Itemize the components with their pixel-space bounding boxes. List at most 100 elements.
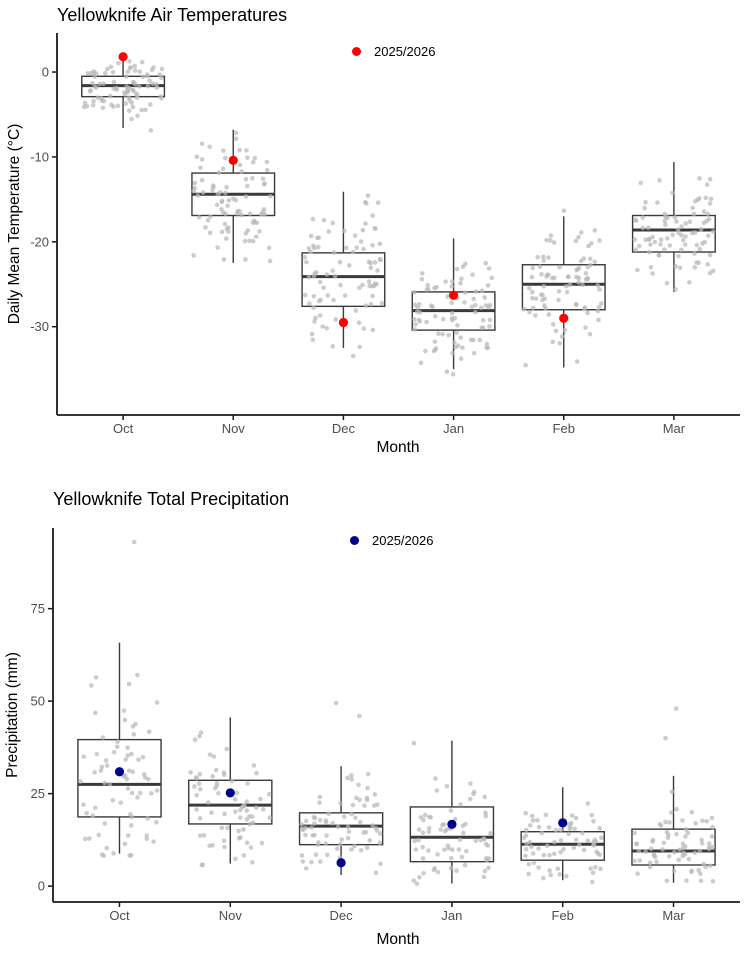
jitter-dot	[650, 839, 655, 844]
jitter-dot	[252, 155, 258, 161]
jitter-dot	[671, 868, 677, 874]
jitter-dot	[674, 806, 679, 812]
jitter-dot	[541, 254, 546, 260]
jitter-dot	[244, 817, 250, 822]
jitter-dot	[664, 236, 670, 241]
jitter-dot	[258, 796, 263, 802]
jitter-dot	[123, 101, 129, 106]
jitter-dot	[309, 825, 314, 830]
point-2025-2026-Feb	[558, 818, 568, 828]
jitter-dot	[242, 238, 248, 244]
jitter-dot	[590, 870, 596, 876]
jitter-dot	[357, 285, 362, 291]
jitter-dot	[128, 852, 134, 858]
jitter-dot	[198, 165, 203, 171]
point-2025-2026-Feb	[559, 313, 569, 323]
jitter-dot	[330, 344, 336, 349]
jitter-dot	[149, 791, 154, 796]
jitter-dot	[345, 824, 351, 830]
box-Feb	[521, 216, 606, 368]
jitter-dot	[562, 327, 568, 333]
jitter-dot	[478, 305, 484, 311]
jitter-dot	[125, 745, 130, 750]
jitter-dot	[457, 837, 463, 843]
jitter-dot	[482, 794, 488, 800]
jitter-dot	[454, 868, 459, 874]
jitter-dot	[488, 830, 493, 836]
jitter-dot	[306, 246, 312, 251]
jitter-dot	[370, 283, 375, 289]
jitter-dot	[597, 852, 602, 857]
jitter-dot	[540, 875, 546, 881]
precipitation-y-axis-title: Precipitation (mm)	[4, 652, 21, 778]
jitter-dot	[530, 305, 536, 311]
jitter-dot	[551, 240, 557, 245]
jitter-dot	[82, 836, 88, 842]
jitter-dot	[308, 249, 313, 255]
jitter-dot	[219, 206, 224, 212]
jitter-dot	[556, 289, 562, 294]
jitter-dot	[222, 190, 228, 196]
jitter-dot	[195, 193, 201, 198]
jitter-dot	[550, 339, 556, 345]
jitter-dot	[324, 272, 330, 277]
jitter-dot	[128, 65, 134, 70]
precipitation-legend: 2025/2026	[350, 533, 433, 548]
jitter-dot	[129, 814, 135, 820]
y-tick-label: 0	[38, 879, 45, 894]
jitter-dot	[207, 752, 213, 757]
jitter-dot	[553, 827, 559, 833]
jitter-dot	[222, 844, 227, 850]
jitter-dot	[412, 290, 417, 295]
jitter-dot	[302, 254, 307, 260]
jitter-dot	[104, 763, 110, 768]
jitter-dot	[662, 247, 667, 252]
jitter-dot	[661, 840, 667, 846]
jitter-dot	[264, 167, 270, 173]
jitter-dot	[364, 201, 369, 206]
jitter-dot	[685, 830, 691, 836]
jitter-dot	[558, 838, 564, 843]
jitter-dot	[91, 98, 96, 104]
jitter-dot	[483, 841, 489, 847]
jitter-dot	[262, 181, 267, 187]
jitter-dot	[432, 347, 438, 353]
jitter-dot	[124, 776, 130, 782]
jitter-dot	[103, 70, 108, 76]
jitter-dot	[696, 867, 701, 873]
jitter-dot	[140, 754, 146, 760]
jitter-dot	[222, 221, 228, 227]
jitter-dot	[312, 821, 317, 826]
jitter-dot	[426, 829, 432, 835]
jitter-dot	[418, 360, 424, 366]
jitter-dot	[686, 856, 692, 862]
jitter-dot	[479, 288, 485, 293]
jitter-dot	[462, 300, 467, 305]
jitter-dot	[315, 235, 320, 241]
outlier-dot	[356, 713, 362, 719]
jitter-dot	[337, 259, 343, 265]
jitter-dot	[482, 295, 487, 300]
jitter-dot	[480, 325, 486, 330]
jitter-dot	[367, 838, 373, 843]
jitter-dot	[700, 818, 705, 824]
jitter-dot	[446, 332, 451, 338]
jitter-dot	[352, 843, 357, 849]
jitter-dot	[334, 846, 340, 851]
jitter-dot	[139, 107, 144, 113]
jitter-dot	[307, 301, 312, 306]
jitter-dot	[535, 254, 540, 260]
jitter-dot	[430, 304, 435, 310]
jitter-dot	[576, 275, 582, 281]
jitter-dot	[107, 93, 113, 99]
y-tick-label: -20	[30, 234, 49, 249]
jitter-dot	[523, 846, 529, 852]
jitter-dot	[300, 859, 306, 864]
jitter-dot	[527, 823, 533, 828]
jitter-dot	[363, 221, 368, 226]
jitter-dot	[135, 113, 140, 119]
jitter-dot	[557, 340, 563, 346]
jitter-dot	[480, 317, 486, 323]
jitter-dot	[448, 865, 454, 871]
